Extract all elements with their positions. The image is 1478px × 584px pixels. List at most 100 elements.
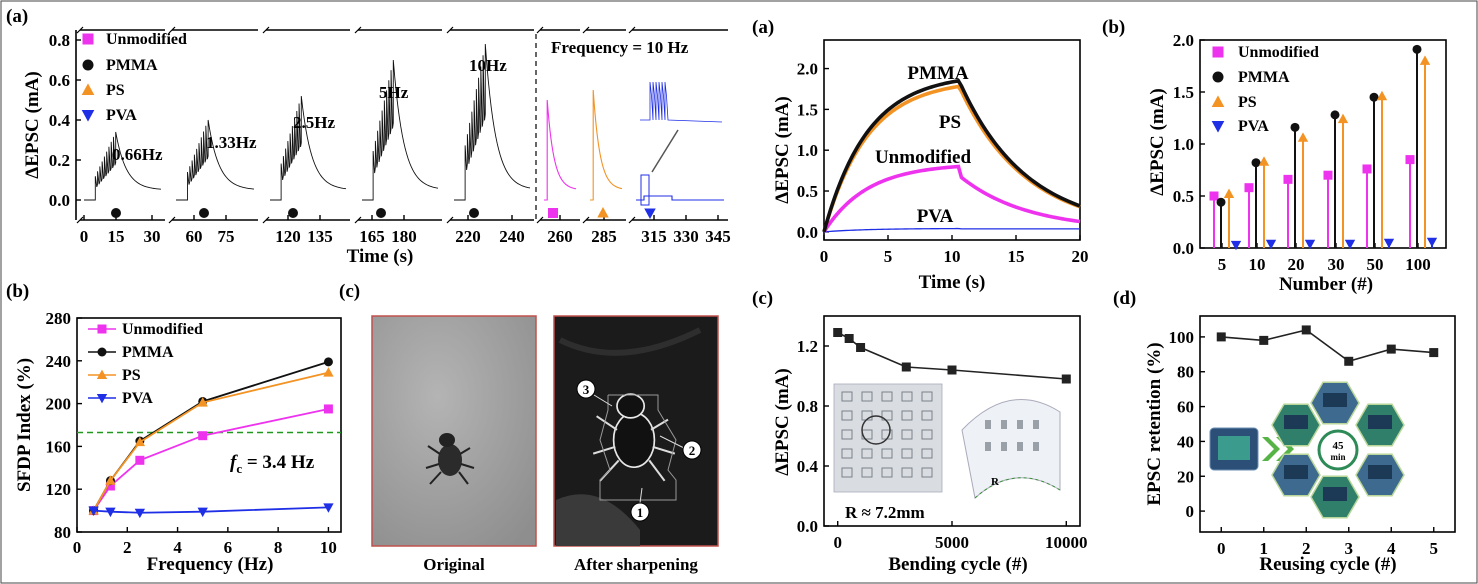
inset-arrow	[651, 129, 679, 173]
bar-marker-unmodified	[1323, 170, 1333, 180]
inset-electrode	[881, 448, 893, 459]
y-axis-label: ΔEPSC (mA)	[1147, 88, 1168, 195]
marker-line	[593, 394, 613, 407]
data-point	[833, 328, 843, 337]
y-tick-label: 2.0	[1173, 31, 1194, 50]
x-tick-label: 10	[1249, 255, 1266, 274]
bar-marker-pva	[1304, 239, 1316, 250]
y-tick-label: 40	[1177, 432, 1194, 451]
inset-electrode	[921, 391, 933, 402]
panel-label: (b)	[6, 281, 29, 302]
y-tick-label: 0.0	[797, 223, 818, 242]
beetle-body	[438, 444, 462, 476]
legend-marker	[97, 347, 107, 357]
inset-hexagon-chip	[1284, 415, 1308, 429]
inset-clock-unit: min	[1330, 452, 1345, 462]
y-tick-label: 0	[1186, 502, 1195, 521]
marker-line	[639, 487, 643, 504]
break-mark	[582, 216, 590, 224]
inset-electrode	[901, 391, 913, 402]
original-image	[371, 315, 537, 547]
x-tick-label: 20	[1288, 255, 1305, 274]
annotation: fc = 3.4 Hz	[230, 452, 315, 476]
beetle-leg	[427, 445, 441, 455]
inset-electrode	[861, 467, 873, 478]
inset-electrode	[841, 429, 853, 440]
y-axis-label: SFDP Index (%)	[14, 358, 35, 492]
y-axis-label: ΔEPSC (mA)	[772, 368, 793, 475]
panel-a-right: (a) 0 5 10 15 20 0.0 0.5 1.0 1.5 2.0 Time (s) ΔEPSC …	[752, 17, 1089, 293]
data-point	[1301, 325, 1311, 335]
legend-label: PVA	[106, 107, 137, 124]
y-tick-label: 80	[1177, 363, 1194, 382]
break-mark	[354, 26, 362, 34]
break-mark	[76, 216, 84, 224]
series-label-ps: PS	[939, 112, 961, 133]
y-tick-label: 0.8	[49, 31, 70, 50]
bar-marker-pmma	[1216, 197, 1226, 207]
beetle-leg	[458, 471, 469, 485]
legend-label: PS	[122, 367, 141, 384]
segment-marker	[288, 208, 298, 218]
y-tick-label: 1.2	[797, 337, 818, 356]
segment-marker	[111, 208, 121, 218]
data-point	[1386, 344, 1396, 354]
trace-line	[454, 43, 531, 201]
bar-marker-pva	[1426, 237, 1438, 248]
x-tick-label: 3	[1345, 539, 1354, 558]
inset-electrode	[841, 391, 853, 402]
break-mark	[354, 216, 362, 224]
x-tick-label: 20	[1072, 247, 1089, 266]
bar-marker-pmma	[1290, 122, 1300, 132]
inset-hexagon-chip	[1368, 465, 1392, 479]
y-tick-label: 0.4	[49, 111, 71, 130]
marker-line	[659, 435, 685, 449]
x-tick-label: 50	[1367, 255, 1384, 274]
y-tick-label: 160	[46, 437, 72, 456]
segment-4: 220 240 10Hz	[446, 26, 534, 246]
series-line-pva	[823, 227, 1080, 233]
x-tick-label: 240	[499, 227, 525, 246]
beetle-leg	[652, 445, 676, 455]
inset-electrode	[921, 467, 933, 478]
legend-label: PMMA	[122, 344, 174, 361]
y-tick-label: 0.0	[797, 517, 818, 536]
x-axis-label: Number (#)	[1279, 274, 1373, 295]
data-point	[901, 362, 911, 372]
legend-label: PS	[106, 82, 125, 99]
inset-electrode	[901, 448, 913, 459]
series-line-unmodified	[822, 164, 1081, 233]
frequency-label: 0.66Hz	[112, 145, 163, 164]
y-tick-label: 280	[46, 309, 72, 328]
legend-marker	[1212, 71, 1224, 83]
bar-marker-ps	[1258, 156, 1270, 166]
break-mark	[446, 216, 454, 224]
data-point	[1216, 332, 1226, 342]
inset-hexagon-chip	[1323, 393, 1347, 407]
segment-1: 60 75 1.33Hz	[168, 26, 258, 246]
inset-sheet-hole	[985, 420, 991, 429]
panel-label: (a)	[6, 6, 28, 27]
region-marker-label: 2	[689, 443, 696, 458]
y-tick-label: 20	[1177, 467, 1194, 486]
x-axis-label: Frequency (Hz)	[147, 554, 274, 575]
inset-sheet-hole	[1033, 442, 1039, 451]
frequency-label: 5Hz	[379, 83, 409, 102]
legend-marker	[96, 393, 108, 404]
bar-marker-ps	[1297, 132, 1309, 142]
data-point-unmodified	[323, 404, 333, 414]
y-tick-label: 0.8	[797, 397, 818, 416]
x-tick-label: 5	[1218, 255, 1227, 274]
x-tick-label: 285	[591, 227, 617, 246]
sharpened-texture	[556, 494, 640, 546]
break-mark	[446, 26, 454, 34]
legend-marker	[1211, 95, 1225, 107]
y-tick-label: 60	[1177, 398, 1194, 417]
inset-sheet-hole	[1017, 442, 1023, 451]
bar-marker-pmma	[1330, 110, 1340, 120]
x-tick-label: 345	[705, 227, 731, 246]
break-mark	[168, 216, 176, 224]
x-tick-label: 5	[1430, 539, 1439, 558]
